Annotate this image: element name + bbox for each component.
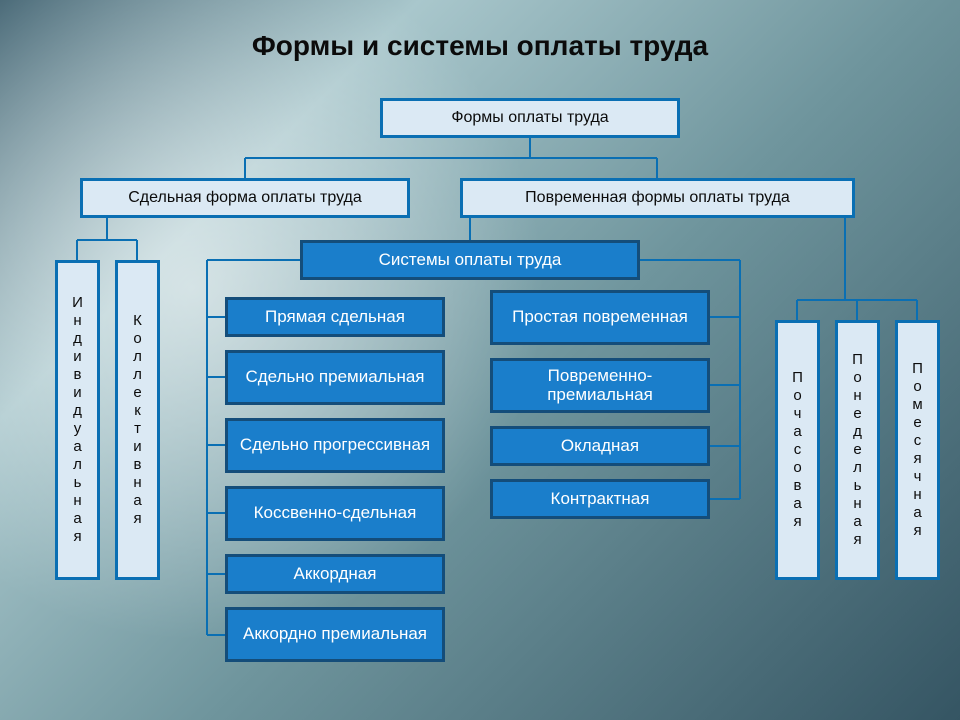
systems-header-box: Системы оплаты труда [300,240,640,280]
left-mode-1: Коллективная [115,260,160,580]
right-mode-1: Понедельная [835,320,880,580]
piecework-box-2: Сдельно прогрессивная [225,418,445,473]
piecework-box-1: Сдельно премиальная [225,350,445,405]
piecework-box-3: Коссвенно-сдельная [225,486,445,541]
timebased-box-0: Простая повременная [490,290,710,345]
piecework-box-5: Аккордно премиальная [225,607,445,662]
timebased-box-2: Окладная [490,426,710,466]
left-form-box: Сдельная форма оплаты труда [80,178,410,218]
right-form-box: Повременная формы оплаты труда [460,178,855,218]
timebased-box-1: Повременно-премиальная [490,358,710,413]
diagram-stage: Формы и системы оплаты труда Формы оплат… [0,0,960,720]
right-mode-2: Помесячная [895,320,940,580]
root-box: Формы оплаты труда [380,98,680,138]
piecework-box-4: Аккордная [225,554,445,594]
left-mode-0: Индивидуальная [55,260,100,580]
slide-title: Формы и системы оплаты труда [0,30,960,62]
timebased-box-3: Контрактная [490,479,710,519]
right-mode-0: Почасовая [775,320,820,580]
piecework-box-0: Прямая сдельная [225,297,445,337]
